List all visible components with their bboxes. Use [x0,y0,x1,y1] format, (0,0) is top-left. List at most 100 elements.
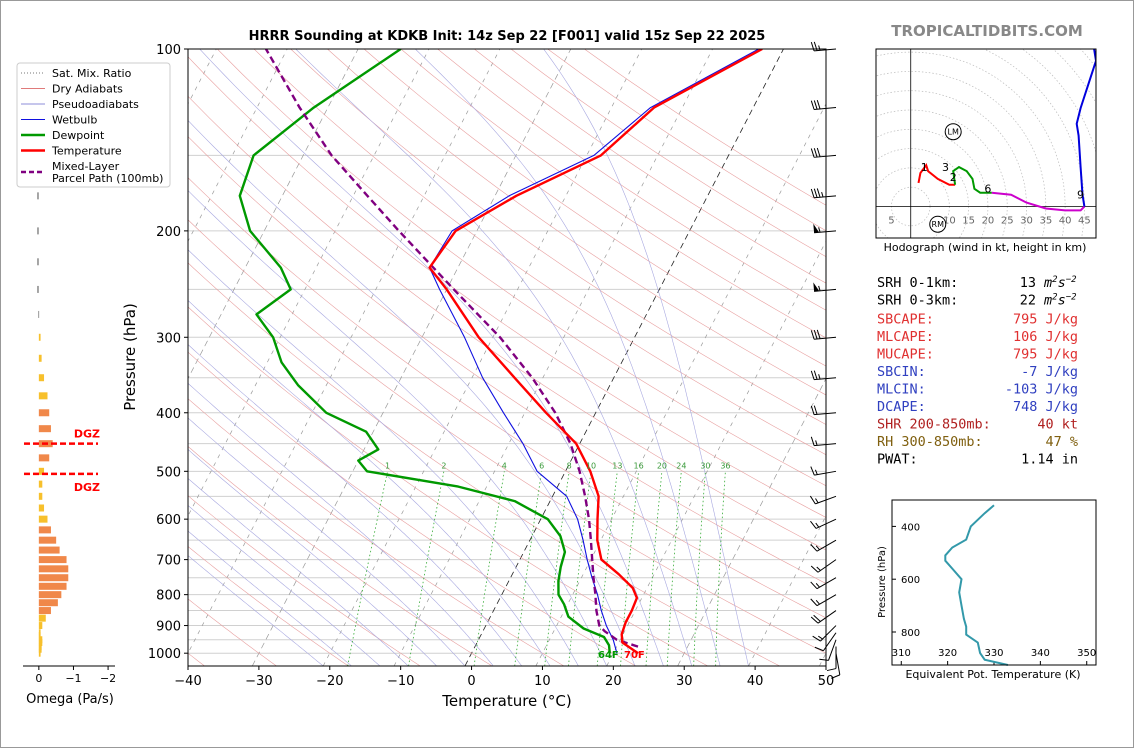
omega-bar [38,622,43,630]
hodograph-trace [917,163,956,186]
omega-bar [38,425,51,433]
wind-barb [810,559,837,573]
series-wetbulb [429,49,759,654]
omega-x-tick-label: −1 [65,672,81,685]
barb-staff [815,518,837,529]
mixing-ratio-line [568,471,592,666]
y-tick-label: 200 [156,225,181,240]
legend-label-line: Mixed-Layer [52,160,120,173]
legend-label-line: Temperature [51,145,122,158]
mixing-ratio-label: 8 [567,461,572,470]
omega-bar [38,614,46,622]
unit-part: 2 [1052,293,1057,303]
omega-bar [38,467,45,475]
legend-label-line: Dry Adiabats [52,83,123,96]
index-value: -7 J/kg [1021,364,1078,380]
pseudoadiabat [188,449,437,666]
wind-barb [812,625,837,642]
unit-part: s [1058,275,1066,291]
barb-flag [810,520,817,529]
legend-label-line: Wetbulb [52,114,97,127]
wind-barb [810,41,837,52]
index-label: SRH 0-1km: [877,275,958,291]
pseudoadiabat [188,119,636,666]
omega-axes: 0 −1 −2 DGZ DGZ [23,428,116,685]
x-tick-label: −40 [174,674,201,689]
isotherm [677,377,826,666]
skewt-panel: −40 −30 −20 −10 0 10 20 30 40 50 1000 900 800 700 600 5… [121,29,841,710]
wind-barb [813,282,837,292]
index-label: SHR 200-850mb: [877,417,991,433]
y-tick-label: 1000 [148,647,181,662]
omega-bar [38,591,62,599]
wind-barb [813,223,837,234]
barb-staff [835,653,841,675]
theta-e-panel: 310 320 330 340 350 400 600 800 Equivalent Pot.… [877,499,1097,681]
dry-adiabat [188,398,565,666]
index-label: MLCIN: [877,382,926,398]
barb-flag [810,188,815,198]
skewt-y-label: Pressure (hPa) [121,303,139,411]
mixing-ratio-label: 24 [676,461,686,470]
omega-bar [38,565,69,573]
barb-flag [813,148,818,158]
storm-motion-label: RM [932,220,945,229]
series-dewpoint [238,49,611,654]
dry-adiabat [188,177,826,619]
wind-barb [826,646,837,672]
omega-panel: 0 −1 −2 DGZ DGZ Omega (Pa/s) [23,192,116,707]
height-label: 9 [1077,189,1084,202]
index-unit: m2s−2 [1043,275,1077,291]
pseudoadiabat [199,49,664,666]
mixing-ratio-line [715,471,726,666]
x-tick-label: −30 [245,674,272,689]
index-label: PWAT: [877,452,918,468]
omega-bar [38,574,69,582]
hodograph-ring-label: 20 [982,216,995,227]
dry-adiabat [188,306,708,666]
barb-staff [814,154,837,158]
mixing-ratio-line [544,471,570,666]
dry-adiabat [188,95,826,551]
omega-bar [38,649,41,657]
index-value: -103 J/kg [1005,382,1078,398]
isotherm [188,49,430,517]
x-tick-label: 20 [605,674,622,689]
unit-part: s [1058,293,1066,309]
pseudoadiabat [188,417,466,666]
wind-barb [831,653,841,679]
barb-staff [815,495,837,505]
mixing-ratio-line [347,471,388,666]
height-label: 3 [942,161,949,174]
omega-bar [37,192,39,200]
barb-staff [814,48,837,52]
isotherm [188,49,288,243]
index-value: 106 J/kg [1013,329,1078,345]
x-tick-label: 50 [818,674,835,689]
barb-half-flag [818,227,821,233]
barb-staff [816,594,837,607]
pseudoadiabat [415,49,721,666]
theta-e-x-tick-label: 340 [1031,648,1050,659]
hodograph-trace [952,165,992,194]
barb-half-flag [814,469,818,475]
dry-adiabat [188,136,826,584]
omega-bar [38,643,42,651]
barb-flag [813,41,818,51]
y-tick-label: 600 [156,513,181,528]
dry-adiabat [188,598,277,666]
barb-half-flag [815,440,818,446]
barb-pennant [813,282,820,292]
omega-bar [38,599,58,607]
mixing-ratio-label: 13 [612,461,622,470]
legend-item: Sat. Mix. Ratio [21,67,132,80]
barb-flag [810,100,815,110]
legend-label: Pseudoadiabats [52,98,139,111]
barb-staff [814,336,837,340]
theta-e-y-tick-label: 400 [901,522,920,533]
skewt-frame [187,48,827,667]
hodograph-ring-label: 40 [1059,216,1072,227]
mixing-ratio-label: 6 [539,461,544,470]
